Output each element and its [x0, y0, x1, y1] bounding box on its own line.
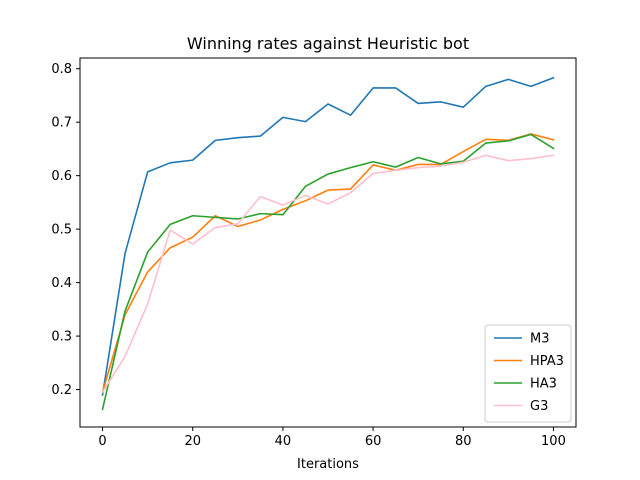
legend-box: [484, 324, 572, 423]
y-tick-label: 0.6: [51, 169, 72, 184]
series-line-ha3: [101, 133, 555, 411]
legend: M3 HPA3 HA3 G3: [484, 324, 572, 423]
y-tick-label: 0.7: [51, 116, 72, 131]
x-tick-label: 80: [455, 434, 472, 449]
x-tick-label: 20: [184, 434, 201, 449]
plot-border: [79, 57, 577, 428]
axes-layer: 0 20 40 60 80 100 0.2 0.3 0.4 0.5 0.6 0.7 0.8: [51, 62, 566, 449]
y-tick-label: 0.4: [51, 276, 72, 291]
series-line-hpa3: [101, 133, 555, 394]
y-tick-label: 0.5: [51, 223, 72, 238]
x-axis-label: Iterations: [297, 457, 359, 472]
legend-label-g3: G3: [530, 399, 548, 414]
x-tick-label: 60: [365, 434, 382, 449]
legend-label-hpa3: HPA3: [530, 354, 564, 369]
x-tick-label: 40: [275, 434, 292, 449]
series-layer: [101, 76, 555, 411]
legend-label-m3: M3: [530, 332, 550, 347]
series-line-g3: [101, 154, 555, 394]
series-line-m3: [101, 76, 555, 396]
chart-title: Winning rates against Heuristic bot: [187, 34, 469, 53]
y-tick-label: 0.8: [51, 62, 72, 77]
y-tick-label: 0.2: [51, 383, 72, 398]
legend-label-ha3: HA3: [530, 377, 557, 392]
x-tick-label: 0: [98, 434, 106, 449]
x-tick-label: 100: [541, 434, 566, 449]
y-tick-label: 0.3: [51, 330, 72, 345]
